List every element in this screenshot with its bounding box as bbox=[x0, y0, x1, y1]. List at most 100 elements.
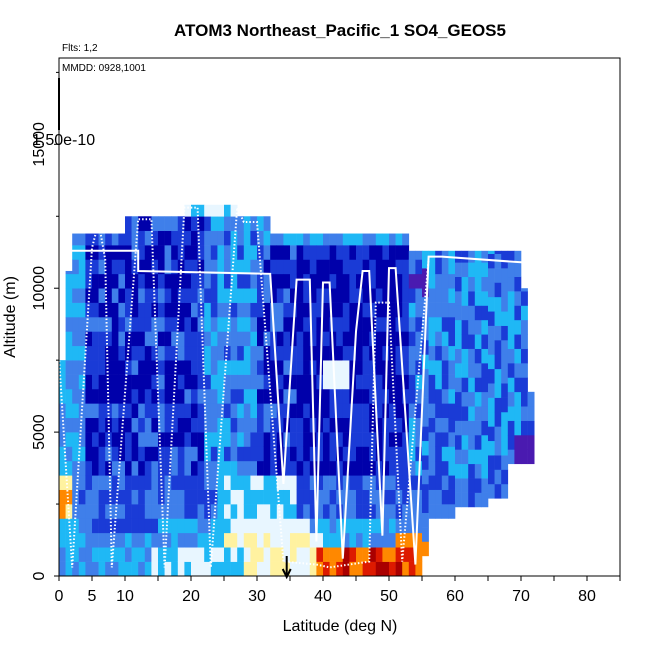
heatmap-cell bbox=[184, 388, 192, 404]
heatmap-cell bbox=[448, 273, 456, 289]
heatmap-cell bbox=[408, 302, 416, 318]
heatmap-cell bbox=[474, 406, 482, 421]
heatmap-cell bbox=[329, 374, 337, 390]
heatmap-cell bbox=[158, 547, 165, 562]
heatmap-cell bbox=[362, 233, 370, 246]
heatmap-cell bbox=[356, 360, 363, 375]
heatmap-cell bbox=[263, 216, 271, 231]
heatmap-cell bbox=[184, 432, 192, 447]
heatmap-cell bbox=[382, 302, 390, 318]
heatmap-cell bbox=[230, 388, 238, 404]
heatmap-cell bbox=[270, 432, 278, 447]
heatmap-cell bbox=[197, 216, 205, 231]
heatmap-cell bbox=[395, 475, 403, 490]
heatmap-cell bbox=[356, 432, 363, 447]
heatmap-cell bbox=[85, 504, 93, 519]
heatmap-cell bbox=[296, 446, 304, 462]
heatmap-cell bbox=[455, 363, 462, 378]
heatmap-cell bbox=[210, 504, 218, 519]
heatmap-cell bbox=[270, 360, 278, 375]
heatmap-cell bbox=[197, 230, 205, 246]
heatmap-cell bbox=[78, 273, 86, 289]
heatmap-cell bbox=[217, 259, 225, 275]
heatmap-cell bbox=[210, 345, 218, 361]
heatmap-cell bbox=[191, 302, 198, 318]
heatmap-cell bbox=[59, 432, 66, 447]
heatmap-cell bbox=[276, 460, 284, 476]
heatmap-cell bbox=[92, 273, 99, 289]
heatmap-cell bbox=[217, 204, 225, 217]
heatmap-cell bbox=[204, 345, 212, 361]
heatmap-cell bbox=[171, 547, 179, 562]
heatmap-cell bbox=[342, 317, 350, 332]
heatmap-cell bbox=[316, 518, 324, 534]
heatmap-cell bbox=[448, 250, 456, 260]
heatmap-cell bbox=[435, 460, 443, 476]
heatmap-cell bbox=[422, 250, 429, 254]
heatmap-cell bbox=[382, 446, 390, 462]
heatmap-cell bbox=[131, 432, 139, 447]
heatmap-cell bbox=[323, 432, 330, 447]
heatmap-cell bbox=[105, 446, 113, 462]
heatmap-cell bbox=[296, 374, 304, 390]
heatmap-cell bbox=[435, 489, 443, 505]
heatmap-cell bbox=[481, 449, 489, 465]
heatmap-cell bbox=[250, 489, 258, 505]
heatmap-cell bbox=[448, 475, 456, 490]
heatmap-cell bbox=[105, 273, 113, 289]
heatmap-cell bbox=[85, 345, 93, 361]
heatmap-cell bbox=[65, 547, 73, 562]
heatmap-cell bbox=[389, 245, 396, 260]
heatmap-cell bbox=[428, 460, 436, 476]
heatmap-cell bbox=[422, 368, 429, 384]
heatmap-cell bbox=[171, 216, 179, 231]
heatmap-cell bbox=[98, 504, 106, 519]
heatmap-cell bbox=[441, 345, 449, 361]
heatmap-cell bbox=[72, 233, 80, 246]
heatmap-cell bbox=[118, 273, 126, 289]
heatmap-cell bbox=[257, 317, 264, 332]
heatmap-cell bbox=[290, 504, 297, 519]
heatmap-cell bbox=[257, 360, 264, 375]
heatmap-cell bbox=[138, 432, 146, 447]
heatmap-cell bbox=[184, 273, 192, 289]
heatmap-cell bbox=[296, 331, 304, 347]
heatmap-cell bbox=[521, 391, 528, 407]
heatmap-cell bbox=[263, 273, 271, 289]
heatmap-cell bbox=[72, 345, 80, 361]
heatmap-cell bbox=[98, 317, 106, 332]
heatmap-cell bbox=[131, 216, 139, 231]
heatmap-cell bbox=[92, 302, 99, 318]
heatmap-cell bbox=[105, 518, 113, 534]
heatmap-cell bbox=[177, 288, 185, 303]
heatmap-cell bbox=[494, 354, 502, 370]
heatmap-cell bbox=[171, 288, 179, 303]
heatmap-cell bbox=[191, 417, 198, 433]
heatmap-cell bbox=[395, 547, 403, 562]
heatmap-cell bbox=[441, 250, 449, 260]
heatmap-cell bbox=[191, 489, 198, 505]
heatmap-cell bbox=[65, 302, 73, 318]
heatmap-cell bbox=[435, 273, 443, 289]
heatmap-cell bbox=[270, 388, 278, 404]
heatmap-cell bbox=[448, 360, 456, 375]
heatmap-cell bbox=[395, 460, 403, 476]
heatmap-cell bbox=[514, 391, 522, 407]
heatmap-cell bbox=[494, 311, 502, 326]
heatmap-cell bbox=[151, 489, 159, 505]
heatmap-cell bbox=[118, 532, 126, 548]
heatmap-cell bbox=[224, 489, 231, 505]
heatmap-cell bbox=[92, 432, 99, 447]
heatmap-cell bbox=[164, 317, 172, 332]
dates-annotation: MMDD: 0928,1001 bbox=[62, 63, 146, 74]
heatmap-cell bbox=[349, 233, 357, 246]
heatmap-cell bbox=[362, 518, 370, 534]
heatmap-cell bbox=[59, 561, 66, 577]
heatmap-cell bbox=[303, 446, 311, 462]
heatmap-cell bbox=[290, 302, 297, 318]
heatmap-cell bbox=[290, 547, 297, 562]
heatmap-cell bbox=[507, 262, 515, 278]
heatmap-cell bbox=[111, 417, 119, 433]
heatmap-cell bbox=[329, 403, 337, 419]
heatmap-cells bbox=[59, 204, 535, 577]
